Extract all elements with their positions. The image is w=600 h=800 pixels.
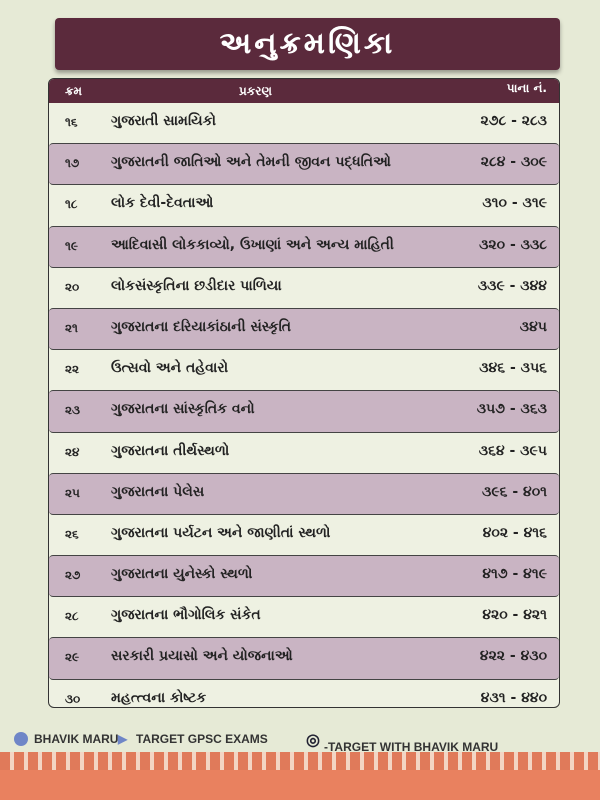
- table-row: ૨૦ લોકસંસ્કૃતિના છડીદાર પાળિયા ૩૩૯ - ૩૪૪: [49, 268, 559, 308]
- row-topic: ગુજરાતના તીર્થસ્થળો: [111, 442, 230, 459]
- row-topic: લોકસંસ્કૃતિના છડીદાર પાળિયા: [111, 277, 282, 294]
- row-topic: ગુજરાતના દરિયાકાંઠાની સંસ્કૃતિ: [111, 318, 292, 335]
- row-topic: આદિવાસી લોકકાવ્યો, ઉખાણાં અને અન્ય માહિત…: [111, 236, 394, 253]
- table-row: ૨૨ ઉત્સવો અને તહેવારો ૩૪૬ - ૩૫૬: [49, 350, 559, 390]
- table-row: ૧૬ ગુજરાતી સામયિકો ૨૭૮ - ૨૮૩: [49, 103, 559, 143]
- telegram-icon: [14, 732, 28, 749]
- row-pages: ૪૨૨ - ૪૩૦: [479, 648, 547, 665]
- row-pages: ૩૬૪ - ૩૯૫: [478, 442, 547, 459]
- row-number: ૨૩: [65, 403, 81, 418]
- row-pages: ૨૮૪ - ૩૦૯: [480, 154, 547, 171]
- youtube-play-icon: ▶: [118, 732, 128, 746]
- row-pages: ૩૩૯ - ૩૪૪: [477, 277, 547, 294]
- table-row: ૧૯ આદિવાસી લોકકાવ્યો, ઉખાણાં અને અન્ય માહ…: [49, 225, 559, 268]
- row-number: ૨૨: [65, 362, 80, 377]
- row-number: ૨૪: [65, 444, 80, 459]
- row-number: ૧૭: [65, 156, 80, 171]
- row-topic: ગુજરાતની જાતિઓ અને તેમની જીવન પદ્ધતિઓ: [111, 154, 391, 171]
- threads-icon: ◎: [306, 732, 320, 749]
- row-number: ૨૫: [65, 485, 80, 500]
- footer: BHAVIK MARU ▶ TARGET GPSC EXAMS ◎ -TARGE…: [10, 728, 570, 754]
- row-pages: ૪૧૭ - ૪૧૯: [482, 566, 547, 583]
- row-topic: ઉત્સવો અને તહેવારો: [111, 360, 229, 377]
- table-row: ૨૩ ગુજરાતના સાંસ્કૃતિક વનો ૩૫૭ - ૩૬૩: [49, 390, 559, 433]
- row-pages: ૩૫૭ - ૩૬૩: [476, 401, 547, 418]
- row-number: ૨૦: [65, 279, 80, 294]
- row-topic: મહત્ત્વના કોષ્ટક: [111, 689, 207, 706]
- row-number: ૨૬: [65, 526, 79, 541]
- table-row: ૨૯ સરકારી પ્રયાસો અને યોજનાઓ ૪૨૨ - ૪૩૦: [49, 637, 559, 680]
- footer-threads: -TARGET WITH BHAVIK MARU: [324, 740, 499, 754]
- row-pages: ૪૨૦ - ૪૨૧: [482, 607, 547, 624]
- row-topic: ગુજરાતી સામયિકો: [111, 113, 216, 129]
- header-pages: પાના નં.: [506, 81, 547, 95]
- row-pages: ૪૦૨ - ૪૧૬: [482, 524, 547, 541]
- row-topic: ગુજરાતના યુનેસ્કો સ્થળો: [111, 566, 253, 583]
- row-topic: ગુજરાતના સાંસ્કૃતિક વનો: [111, 401, 255, 418]
- row-pages: ૩૧૦ - ૩૧૯: [482, 195, 547, 212]
- table-row: ૩૦ મહત્ત્વના કોષ્ટક ૪૩૧ - ૪૪૦: [49, 680, 559, 707]
- decorative-border: [0, 752, 600, 800]
- row-topic: લોક દેવી-દેવતાઓ: [111, 195, 214, 212]
- table-row: ૨૮ ગુજરાતના ભૌગોલિક સંકેત ૪૨૦ - ૪૨૧: [49, 597, 559, 637]
- footer-telegram: BHAVIK MARU: [34, 732, 119, 746]
- footer-youtube: TARGET GPSC EXAMS: [136, 732, 268, 746]
- row-pages: ૩૪૬ - ૩૫૬: [479, 360, 547, 377]
- row-number: ૩૦: [65, 691, 81, 706]
- page-title: અનુક્રમણિકા: [55, 18, 560, 70]
- row-number: ૨૭: [65, 568, 81, 583]
- row-number: ૧૯: [65, 238, 78, 253]
- table-row: ૨૪ ગુજરાતના તીર્થસ્થળો ૩૬૪ - ૩૯૫: [49, 433, 559, 473]
- row-number: ૧૮: [65, 197, 78, 212]
- row-pages: ૪૩૧ - ૪૪૦: [480, 689, 547, 706]
- table-header: ક્રમ પ્રકરણ પાના નં.: [49, 79, 559, 103]
- row-number: ૨૧: [65, 320, 78, 335]
- row-topic: ગુજરાતના ભૌગોલિક સંકેત: [111, 607, 261, 624]
- row-number: ૨૯: [65, 650, 80, 665]
- header-no: ક્રમ: [65, 84, 82, 98]
- row-topic: સરકારી પ્રયાસો અને યોજનાઓ: [111, 648, 293, 665]
- table-row: ૨૬ ગુજરાતના પર્યટન અને જાણીતાં સ્થળો ૪૦૨ -…: [49, 515, 559, 555]
- row-number: ૧૬: [65, 115, 78, 129]
- table-row: ૨૫ ગુજરાતના પેલેસ ૩૯૬ - ૪૦૧: [49, 472, 559, 515]
- row-topic: ગુજરાતના પર્યટન અને જાણીતાં સ્થળો: [111, 524, 331, 541]
- table-row: ૨૭ ગુજરાતના યુનેસ્કો સ્થળો ૪૧૭ - ૪૧૯: [49, 555, 559, 598]
- row-pages: ૨૭૮ - ૨૮૩: [480, 113, 547, 129]
- header-topic: પ્રકરણ: [239, 84, 272, 98]
- row-pages: ૩૯૬ - ૪૦૧: [482, 483, 547, 500]
- table-row: ૨૧ ગુજરાતના દરિયાકાંઠાની સંસ્કૃતિ ૩૪૫: [49, 307, 559, 351]
- row-topic: ગુજરાતના પેલેસ: [111, 483, 205, 500]
- row-pages: ૩૨૦ - ૩૩૮: [479, 236, 547, 253]
- table-row: ૧૮ લોક દેવી-દેવતાઓ ૩૧૦ - ૩૧૯: [49, 185, 559, 225]
- row-number: ૨૮: [65, 609, 79, 624]
- index-table: ક્રમ પ્રકરણ પાના નં. ૧૬ ગુજરાતી સામયિકો ૨૭…: [48, 78, 560, 708]
- row-pages: ૩૪૫: [519, 318, 547, 335]
- table-row: ૧૭ ગુજરાતની જાતિઓ અને તેમની જીવન પદ્ધતિઓ ૨…: [49, 143, 559, 186]
